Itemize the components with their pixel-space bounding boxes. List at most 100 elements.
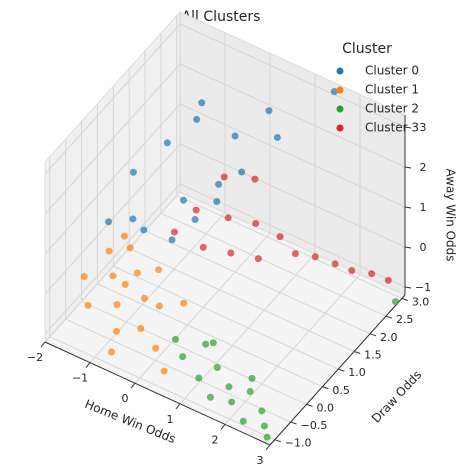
x-tick-label: 3 (257, 454, 264, 467)
point (273, 133, 281, 141)
z-tick (404, 126, 412, 129)
point (348, 267, 356, 275)
point (198, 99, 206, 107)
z-tick-label: 1 (420, 201, 427, 214)
point (331, 260, 339, 268)
z-tick (404, 286, 412, 289)
point (206, 393, 214, 401)
x-tick (85, 362, 91, 368)
legend-marker (336, 124, 344, 132)
point (209, 339, 217, 347)
grid-line (128, 248, 355, 352)
grid-line (179, 143, 406, 248)
legend-label: Cluster 0 (365, 64, 419, 78)
point (246, 388, 254, 396)
x-tick-label: 2 (212, 433, 219, 446)
y-tick-label: −1.0 (285, 437, 312, 450)
y-tick (274, 439, 281, 443)
x-tick-label: 1 (167, 413, 174, 426)
grid-line (176, 195, 403, 299)
x-axis-label: Home Win Odds (83, 397, 178, 446)
grid-line (89, 212, 226, 363)
point (263, 433, 271, 441)
point (225, 383, 233, 391)
point (109, 272, 117, 280)
y-tick (401, 298, 408, 302)
grid-line (179, 103, 406, 208)
grid-line (49, 336, 275, 441)
grid-line (179, 23, 406, 128)
y-tick (338, 368, 345, 372)
point (140, 226, 148, 234)
point (112, 327, 120, 335)
grid-line (81, 300, 307, 405)
point (254, 255, 262, 263)
axis-line (269, 294, 406, 446)
point (168, 236, 176, 244)
y-tick (369, 333, 377, 337)
point (231, 132, 239, 140)
point (163, 139, 171, 147)
grid-line (44, 103, 181, 255)
x-tick (220, 424, 226, 430)
point (248, 374, 256, 382)
grid-line (44, 183, 181, 335)
point (220, 173, 228, 181)
grid-line (179, 63, 406, 168)
point (227, 249, 235, 257)
grid-line (44, 23, 181, 175)
point (155, 302, 163, 310)
point (179, 353, 187, 361)
point (105, 247, 113, 255)
y-tick (306, 403, 313, 407)
y-tick-label: 0.0 (317, 401, 335, 414)
z-tick (404, 166, 412, 169)
point (252, 219, 260, 227)
legend-title: Cluster (342, 41, 392, 57)
point (251, 175, 259, 183)
grid-line (144, 230, 371, 335)
grid-line (65, 318, 291, 423)
point (129, 215, 137, 223)
point (291, 250, 299, 258)
y-tick-label: 0.5 (332, 384, 350, 397)
z-tick-label: 0 (420, 241, 427, 254)
legend-marker (336, 86, 344, 94)
point (133, 269, 141, 277)
x-tick-label: −1 (72, 372, 88, 385)
z-axis-label: Away Win Odds (444, 168, 458, 261)
y-tick (322, 386, 329, 390)
legend-marker (336, 67, 344, 75)
point (368, 270, 376, 278)
grid-line (113, 265, 339, 370)
y-tick (354, 350, 361, 354)
point (213, 197, 221, 205)
grid-line (44, 191, 181, 343)
y-tick-label: 3.0 (412, 296, 430, 309)
z-tick-label: 3 (420, 121, 427, 134)
grid-line (224, 274, 361, 425)
y-tick-label: 2.5 (396, 313, 414, 326)
y-tick-label: −0.5 (301, 419, 328, 432)
grid-line (134, 232, 271, 384)
point (265, 107, 273, 115)
legend-marker (336, 105, 344, 113)
x-tick-label: 0 (122, 392, 129, 405)
point (172, 335, 179, 343)
point (160, 367, 168, 375)
point (260, 422, 268, 430)
point (126, 244, 134, 252)
point (105, 218, 113, 226)
point (213, 364, 221, 372)
y-tick (385, 315, 393, 319)
point (120, 232, 128, 240)
z-tick-label: 2 (420, 161, 427, 174)
grid-line (44, 143, 181, 295)
point (180, 299, 188, 307)
z-tick (404, 246, 412, 249)
point (129, 168, 137, 176)
axis-line (44, 341, 271, 446)
point (238, 168, 246, 176)
point (152, 344, 160, 352)
